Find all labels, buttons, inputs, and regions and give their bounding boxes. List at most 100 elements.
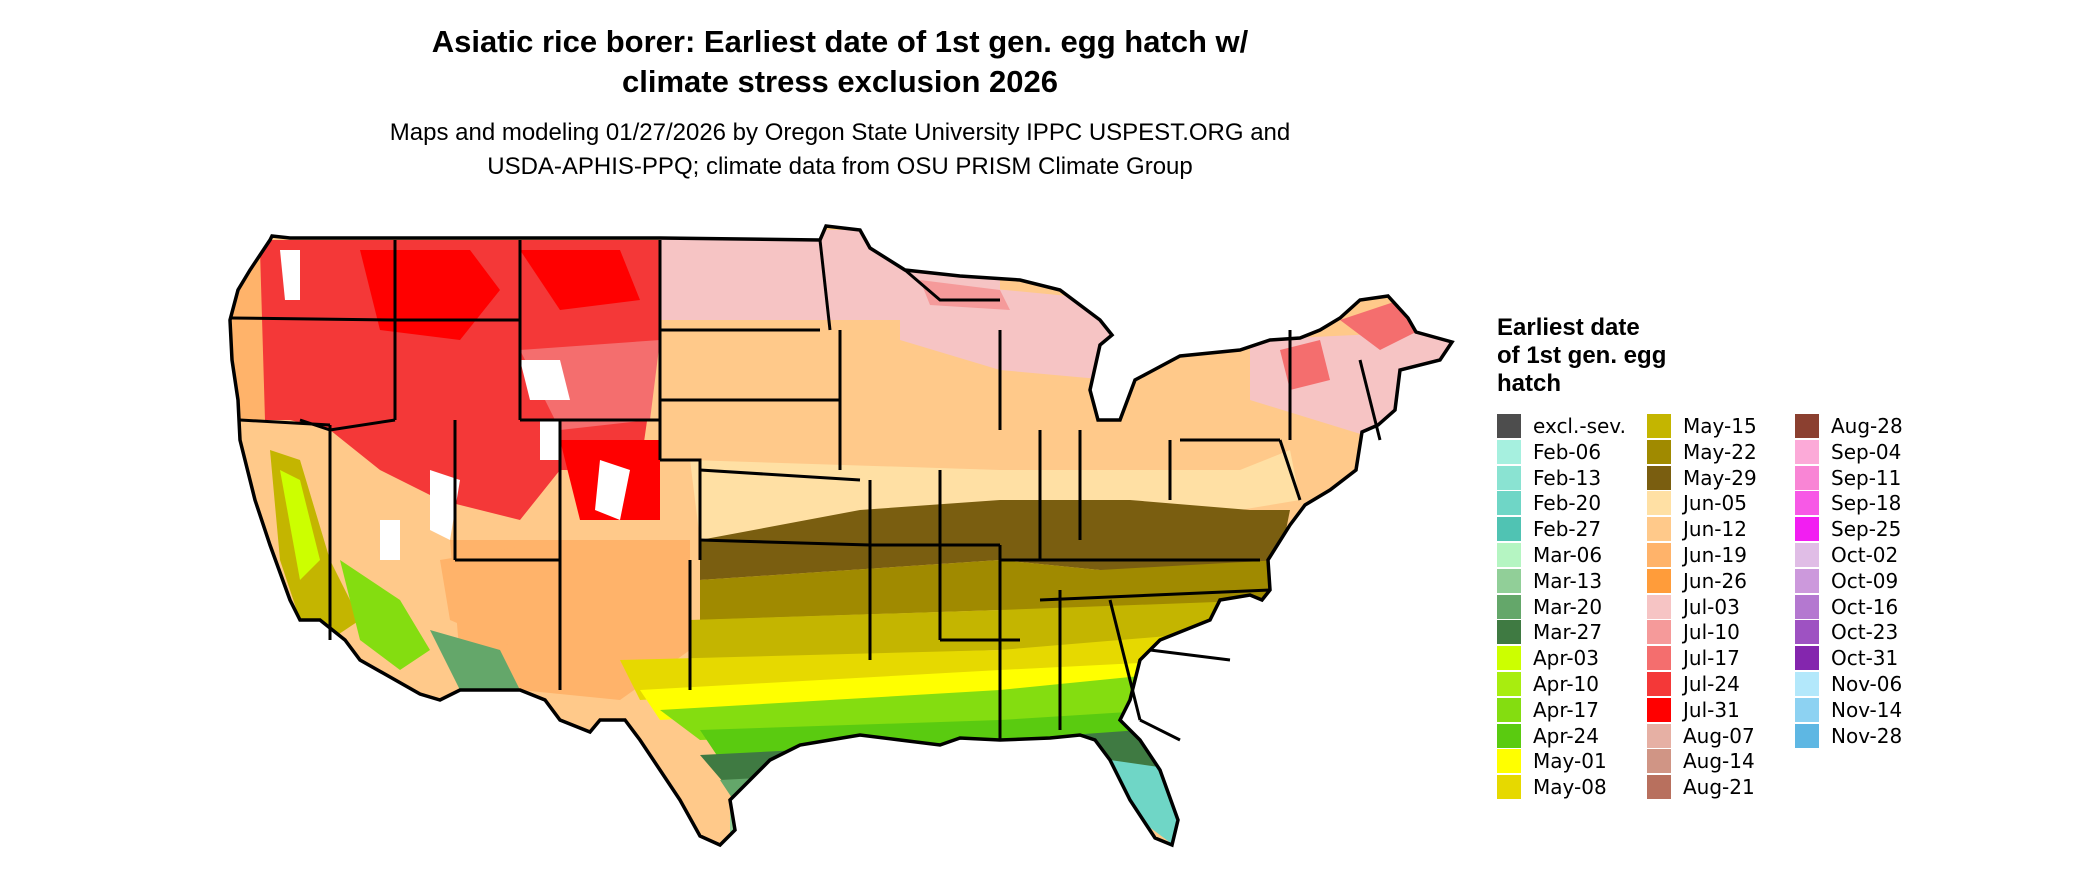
legend-swatch [1497, 723, 1521, 748]
legend-label: Sep-18 [1831, 491, 1902, 516]
legend-swatch [1647, 414, 1671, 438]
legend-label: May-15 [1683, 414, 1757, 438]
legend-label: Sep-11 [1831, 465, 1902, 490]
legend-label: Apr-17 [1533, 697, 1599, 722]
legend-swatch [1497, 594, 1521, 619]
legend-label: May-08 [1533, 775, 1607, 800]
legend-label: Feb-13 [1533, 465, 1602, 490]
legend-label: Mar-20 [1533, 594, 1603, 619]
legend-label: Oct-31 [1831, 646, 1899, 671]
legend-swatch [1647, 439, 1671, 464]
legend-swatch [1647, 775, 1671, 800]
legend-swatch [1647, 646, 1671, 671]
legend-label: Jun-26 [1683, 568, 1747, 593]
legend-label: Aug-28 [1831, 414, 1903, 438]
map-legend: Earliest date of 1st gen. egg hatch excl… [1497, 314, 1903, 800]
map-title-line-1: Asiatic rice borer: Earliest date of 1st… [431, 24, 1249, 59]
legend-label: Aug-07 [1683, 723, 1755, 748]
legend-label: May-01 [1533, 749, 1607, 774]
legend-label: Oct-23 [1831, 620, 1899, 645]
legend-label: Jul-24 [1683, 671, 1740, 696]
legend-label: Mar-27 [1533, 620, 1603, 645]
legend-swatch [1647, 697, 1671, 722]
legend-label: Sep-25 [1831, 517, 1902, 542]
legend-swatch [1795, 568, 1819, 593]
legend-swatch [1497, 568, 1521, 593]
legend-swatch [1497, 517, 1521, 542]
legend-swatch [1497, 414, 1521, 438]
legend-swatch [1795, 542, 1819, 567]
legend-label: Jun-19 [1683, 542, 1747, 567]
legend-swatch [1497, 697, 1521, 722]
legend-label: Aug-14 [1683, 749, 1755, 774]
legend-label: Feb-20 [1533, 491, 1602, 516]
map-title-block: Asiatic rice borer: Earliest date of 1st… [300, 22, 1380, 184]
legend-label: May-22 [1683, 439, 1757, 464]
legend-label: Nov-14 [1831, 697, 1903, 722]
legend-label: Feb-06 [1533, 439, 1602, 464]
legend-label: Jun-05 [1683, 491, 1747, 516]
legend-label: Aug-21 [1683, 775, 1755, 800]
legend-swatch [1795, 671, 1819, 696]
legend-label: Sep-04 [1831, 439, 1902, 464]
map-title: Asiatic rice borer: Earliest date of 1st… [300, 22, 1380, 102]
legend-swatch [1795, 723, 1819, 748]
legend-title-line-2: of 1st gen. egg [1497, 342, 1667, 369]
legend-label: Nov-06 [1831, 671, 1903, 696]
legend-label: Oct-09 [1831, 568, 1899, 593]
legend-swatch [1647, 517, 1671, 542]
legend-swatch [1795, 646, 1819, 671]
legend-swatch [1497, 439, 1521, 464]
legend-swatch [1647, 671, 1671, 696]
legend-title-line-1: Earliest date [1497, 314, 1640, 341]
legend-swatch [1647, 542, 1671, 567]
legend-label: May-29 [1683, 465, 1757, 490]
legend-label: Apr-24 [1533, 723, 1599, 748]
legend-swatch [1497, 620, 1521, 645]
legend-label: Oct-02 [1831, 542, 1899, 567]
legend-label: Jul-17 [1683, 646, 1740, 671]
legend-swatch [1497, 671, 1521, 696]
map-subtitle-line-2: USDA-APHIS-PPQ; climate data from OSU PR… [487, 153, 1193, 180]
legend-swatch [1795, 491, 1819, 516]
legend-swatch [1795, 414, 1819, 438]
map-subtitle: Maps and modeling 01/27/2026 by Oregon S… [300, 116, 1380, 184]
legend-swatch [1497, 749, 1521, 774]
legend-label: Oct-16 [1831, 594, 1899, 619]
legend-label: Mar-13 [1533, 568, 1603, 593]
legend-title: Earliest date of 1st gen. egg hatch [1497, 314, 1717, 398]
legend-label: Apr-03 [1533, 646, 1599, 671]
legend-swatch [1647, 620, 1671, 645]
legend-swatch [1647, 594, 1671, 619]
legend-swatch [1497, 465, 1521, 490]
legend-label: Jun-12 [1683, 517, 1747, 542]
legend-swatch [1647, 568, 1671, 593]
legend-label: Feb-27 [1533, 517, 1602, 542]
legend-swatch [1795, 594, 1819, 619]
legend-label: Apr-10 [1533, 671, 1599, 696]
legend-swatch [1497, 542, 1521, 567]
legend-label: Mar-06 [1533, 542, 1603, 567]
state-boundaries [228, 224, 1454, 847]
legend-swatch [1795, 439, 1819, 464]
map-subtitle-line-1: Maps and modeling 01/27/2026 by Oregon S… [389, 119, 1291, 146]
legend-swatch [1795, 465, 1819, 490]
legend-swatch [1647, 491, 1671, 516]
legend-label: Jul-31 [1683, 697, 1740, 722]
legend-swatch [1647, 723, 1671, 748]
legend-swatch [1795, 517, 1819, 542]
legend-label: excl.-sev. [1533, 414, 1626, 438]
legend-label: Jul-10 [1683, 620, 1740, 645]
legend-swatch [1497, 646, 1521, 671]
legend-label: Nov-28 [1831, 723, 1903, 748]
legend-swatch [1497, 775, 1521, 800]
legend-label: Jul-03 [1683, 594, 1740, 619]
legend-swatch [1795, 620, 1819, 645]
legend-swatch [1647, 749, 1671, 774]
legend-title-line-3: hatch [1497, 370, 1562, 397]
legend-swatch [1497, 491, 1521, 516]
legend-swatch [1647, 465, 1671, 490]
legend-swatch [1795, 697, 1819, 722]
map-title-line-2: climate stress exclusion 2026 [622, 64, 1058, 99]
